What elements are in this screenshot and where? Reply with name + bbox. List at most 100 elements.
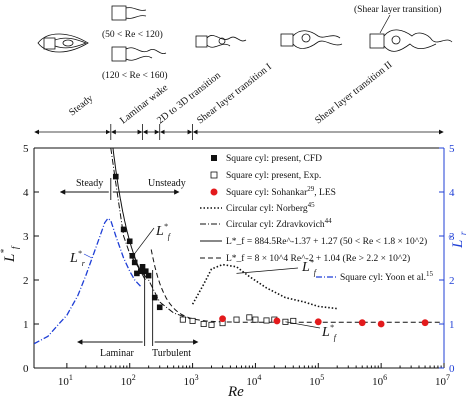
point-present-exp — [233, 316, 240, 323]
y-tick-left-3: 3 — [23, 231, 29, 243]
y-tick-right-0: 0 — [449, 363, 455, 375]
point-sohankar — [273, 317, 281, 325]
tick-marks — [34, 147, 445, 369]
legend-item-norberg: Circular cyl: Norberg45 — [200, 201, 315, 214]
point-present-exp — [246, 314, 253, 321]
series-fit1 — [112, 148, 146, 281]
y-tick-left-2: 2 — [23, 275, 29, 287]
sketch-shear-pointer — [379, 14, 391, 34]
legend-item-fit2: L*_f = 8 × 10^4 Re^-2 + 1.04 (Re > 2.2 ×… — [200, 253, 410, 264]
y-tick-left-0: 0 — [23, 363, 29, 375]
point-present-exp — [179, 316, 186, 323]
legend-text-norberg: Circular cyl: Norberg45 — [226, 201, 315, 214]
point-sohankar — [219, 315, 226, 323]
point-present-cfd — [120, 226, 127, 233]
x-tick-7: 107 — [435, 373, 450, 388]
point-present-exp — [189, 317, 196, 324]
sketch-laminar-2 — [111, 46, 167, 62]
sketch-laminar-1 — [111, 5, 147, 21]
annot-steady: Steady — [76, 178, 103, 189]
annot-lf-3: L*f — [321, 323, 338, 342]
sketch-shear-2 — [369, 29, 453, 52]
legend-item-exp: Square cyl: present, Exp. — [210, 171, 321, 181]
wake-sketches: (50 < Re < 120) (120 < Re < 160) (Shear — [37, 4, 453, 81]
y-tick-right-4: 4 — [449, 187, 455, 199]
x-axis-title: Re — [227, 384, 244, 400]
legend-item-sohankar: Square cyl: Sohankar29, LES — [210, 185, 336, 198]
regime-shear-1: Shear layer transition I — [195, 61, 274, 126]
legend-item-zdravkovich: Circular cyl: Zdravkovich44 — [200, 217, 332, 230]
annot-lf-2: L*f — [301, 258, 318, 277]
y-tick-left-1: 1 — [23, 319, 29, 331]
legend-text-fit1: L*_f = 884.5Re^-1.37 + 1.27 (50 < Re < 1… — [226, 236, 427, 247]
y-axis-title-right: L*r — [447, 231, 468, 249]
x-tick-1: 101 — [58, 373, 73, 388]
x-tick-4: 104 — [246, 373, 261, 388]
legend-text-zdravkovich: Circular cyl: Zdravkovich44 — [226, 217, 332, 230]
y-tick-right-5: 5 — [449, 143, 455, 155]
y-tick-right-3: 3 — [449, 231, 455, 243]
point-present-cfd — [129, 253, 136, 259]
legend-item-fit1: L*_f = 884.5Re^-1.37 + 1.27 (50 < Re < 1… — [200, 236, 427, 247]
legend-marker-sohankar — [210, 188, 218, 196]
y-tick-right-2: 2 — [449, 275, 455, 287]
sketch-steady — [37, 33, 89, 53]
legend-text-cfd: Square cyl: present, CFD — [226, 154, 322, 164]
y-tick-left-4: 4 — [23, 187, 29, 199]
legend-item-yoon: Square cyl: Yoon et al.15 — [316, 270, 434, 283]
x-tick-labels: 101 102 103 104 105 106 107 — [58, 373, 450, 388]
annot-unsteady: Unsteady — [148, 178, 186, 189]
svg-text:L*r: L*r — [69, 249, 86, 268]
legend-item-cfd: Square cyl: present, CFD — [211, 154, 322, 164]
sketch-shear-label: (Shear layer transition) — [354, 4, 442, 15]
y-tick-left-5: 5 — [23, 143, 29, 155]
annot-lf-1: L*f — [155, 222, 172, 241]
series-yoon — [34, 217, 142, 345]
y-tick-right-1: 1 — [449, 319, 455, 331]
legend-marker-exp — [210, 171, 218, 179]
point-present-cfd — [151, 294, 158, 301]
sketch-transition — [195, 35, 247, 48]
sketch-range1: (50 < Re < 120) — [102, 29, 163, 40]
legend-text-sohankar: Square cyl: Sohankar29, LES — [226, 185, 336, 198]
legend-text-exp: Square cyl: present, Exp. — [226, 171, 321, 181]
point-present-cfd — [112, 173, 119, 180]
annot-lr: L*r — [69, 249, 86, 268]
legend: Square cyl: present, CFD Square cyl: pre… — [200, 154, 434, 283]
point-present-cfd — [145, 272, 152, 279]
annotation-arrows — [59, 178, 321, 346]
annot-laminar: Laminar — [100, 348, 135, 359]
plot-annotations: Steady Unsteady Laminar Turbulent L*f L*… — [59, 178, 338, 359]
point-sohankar — [314, 318, 322, 326]
point-present-exp — [263, 317, 270, 324]
point-present-exp — [252, 316, 259, 323]
lf1-pointer — [134, 227, 155, 254]
regime-shear-2: Shear layer transition II — [313, 59, 394, 126]
lf3-pointer — [285, 321, 321, 329]
point-present-exp — [208, 321, 215, 328]
regime-band: Steady Laminar wake 2D to 3D transition … — [34, 59, 444, 140]
svg-text:L*f: L*f — [0, 245, 20, 263]
svg-text:L*r: L*r — [447, 231, 468, 249]
y-axis-title-left: L*f — [0, 245, 20, 263]
svg-text:L*f: L*f — [321, 323, 338, 342]
point-present-cfd — [131, 259, 138, 266]
series-zdravkovich — [110, 148, 193, 321]
regime-steady: Steady — [67, 93, 95, 118]
x-tick-6: 106 — [372, 373, 387, 388]
sketch-range2: (120 < Re < 160) — [102, 70, 168, 81]
svg-text:L*f: L*f — [155, 222, 172, 241]
point-present-cfd — [134, 270, 140, 277]
legend-text-fit2: L*_f = 8 × 10^4 Re^-2 + 1.04 (Re > 2.2 ×… — [226, 253, 410, 264]
y-tick-labels-right: 0 1 2 3 4 5 — [449, 143, 455, 375]
point-present-cfd — [126, 238, 133, 245]
legend-text-yoon: Square cyl: Yoon et al.15 — [340, 270, 434, 283]
lr-pointer — [83, 253, 93, 259]
point-present-cfd — [137, 268, 144, 274]
x-tick-3: 103 — [184, 373, 199, 388]
series-norberg — [191, 263, 338, 310]
point-present-cfd — [142, 268, 149, 274]
lf2-pointer — [236, 267, 299, 274]
point-present-cfd — [139, 264, 146, 270]
